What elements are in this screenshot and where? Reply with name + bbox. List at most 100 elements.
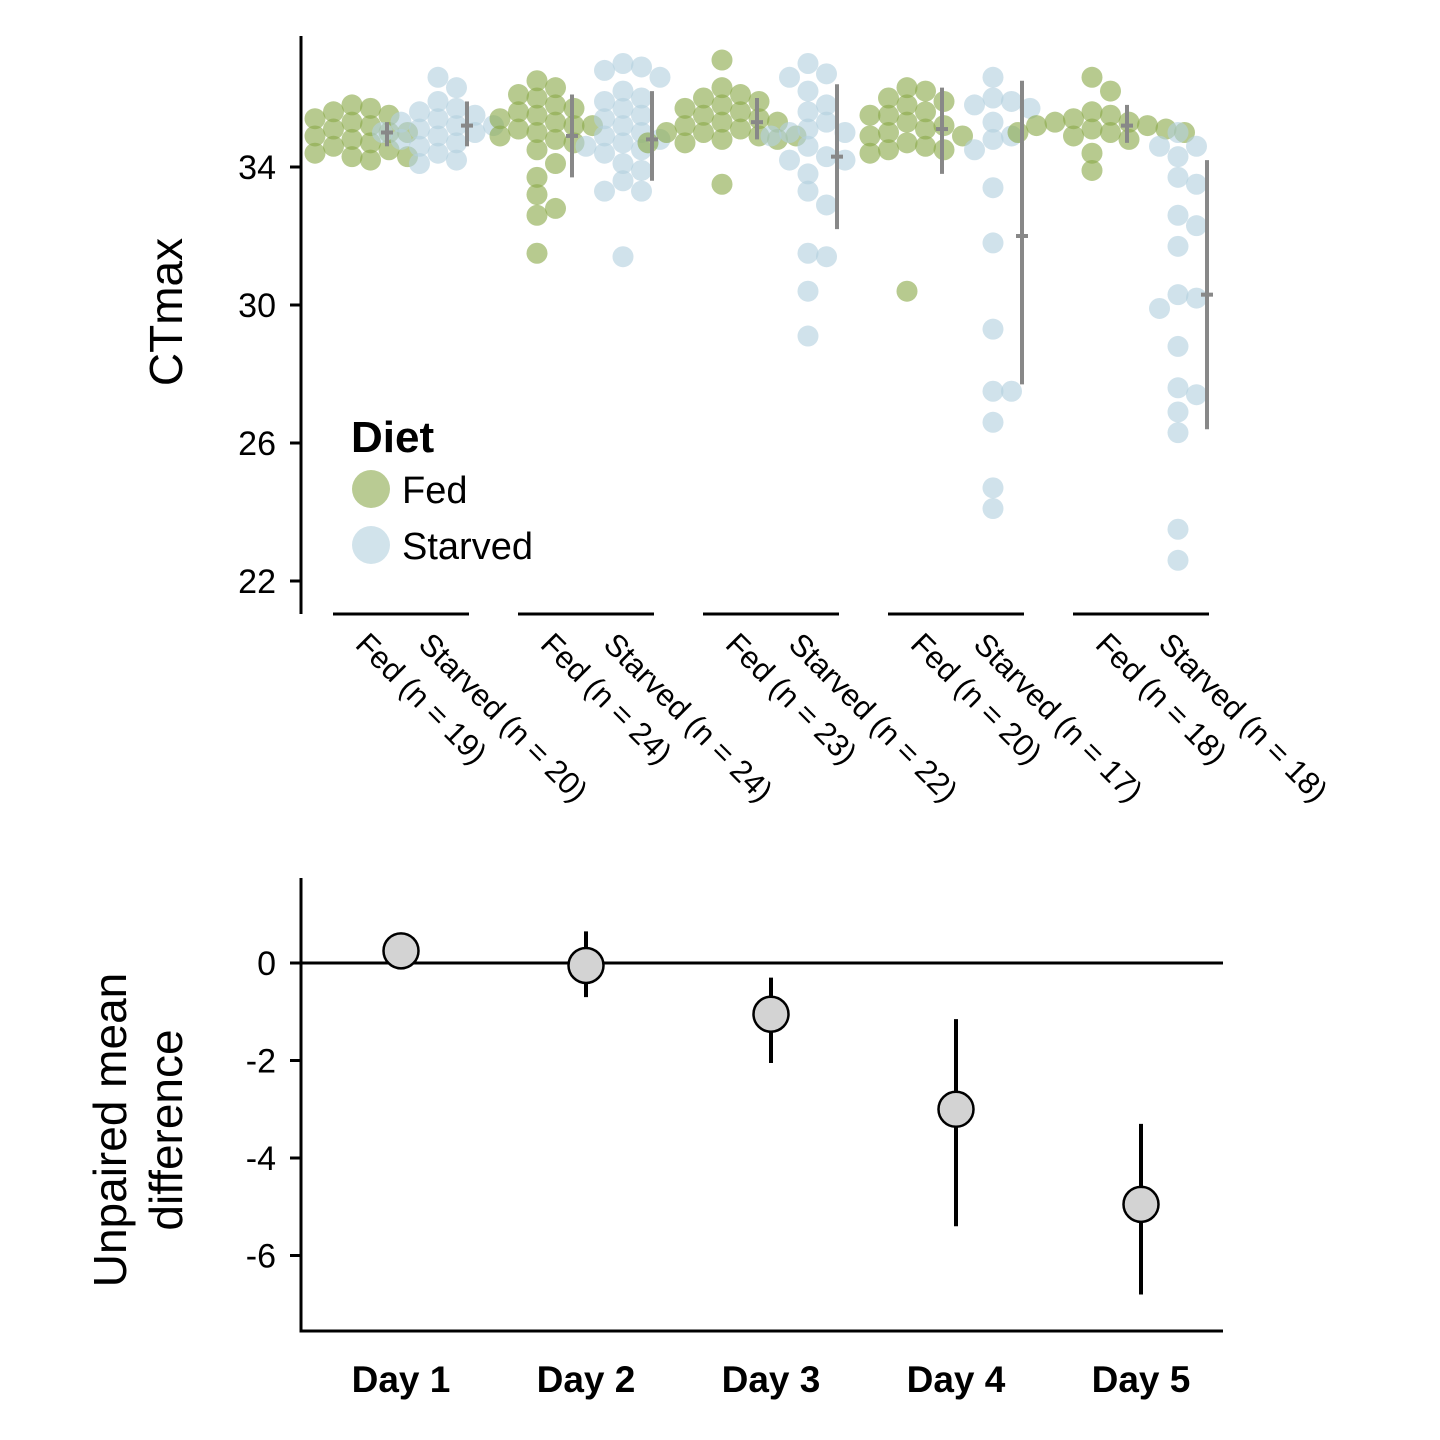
starved-point	[631, 159, 652, 181]
starved-point	[594, 125, 615, 147]
starved-point	[982, 177, 1004, 199]
fed-point	[526, 166, 548, 188]
fed-point	[360, 149, 381, 171]
fed-point	[674, 97, 696, 119]
starved-point	[612, 115, 634, 137]
starved-point	[409, 101, 430, 123]
mean-difference-point	[937, 1090, 975, 1128]
starved-point	[1186, 215, 1207, 237]
starved-point	[834, 122, 856, 143]
starved-point	[446, 115, 467, 137]
starved-point	[797, 325, 819, 347]
starved-point	[760, 125, 782, 147]
fed-point	[896, 280, 918, 302]
top-y-tick-label: 30	[238, 287, 276, 325]
starved-point	[612, 153, 634, 175]
category-labels: Fed (n = 19)Starved (n = 20)Fed (n = 24)…	[349, 626, 1335, 809]
fed-point	[693, 122, 714, 143]
starved-point	[1001, 90, 1022, 112]
starved-point	[964, 94, 985, 116]
starved-point	[446, 149, 467, 171]
top-y-axis-title: CTmax	[140, 238, 192, 386]
starved-point	[1167, 235, 1189, 257]
fed-point	[489, 108, 511, 130]
starved-point	[816, 246, 837, 268]
fed-point	[1007, 122, 1029, 143]
fed-point	[711, 111, 733, 133]
starved-point	[1167, 284, 1189, 306]
starved-point	[797, 280, 819, 302]
fed-point	[915, 80, 936, 102]
starved-point	[982, 380, 1004, 402]
starved-point	[575, 135, 597, 157]
starved-point	[631, 104, 652, 126]
fed-point	[545, 111, 566, 133]
fed-point	[952, 125, 973, 147]
fed-point	[878, 104, 899, 126]
fed-point	[526, 242, 548, 264]
starved-point	[1167, 518, 1189, 540]
bottom-y-tick-label: -2	[246, 1043, 276, 1081]
starved-point	[1167, 146, 1189, 168]
starved-point	[982, 111, 1004, 133]
fed-point	[878, 122, 899, 143]
fed-point	[1063, 125, 1084, 147]
starved-point	[612, 97, 634, 119]
starved-point	[1149, 297, 1170, 319]
fed-point	[526, 104, 548, 126]
top-y-ticks: 22 26 30 34	[238, 149, 301, 601]
bottom-y-axis-title-line2: difference	[140, 1029, 192, 1230]
bottom-y-ticks: 0 -2 -4 -6	[246, 945, 301, 1276]
starved-point	[797, 180, 819, 202]
mean-difference-marks	[382, 931, 1160, 1295]
fed-point	[508, 101, 529, 123]
starved-point	[816, 111, 837, 133]
fed-point	[878, 87, 899, 109]
fed-point	[674, 115, 696, 137]
bottom-y-axis-title-line1: Unpaired mean	[84, 973, 136, 1288]
fed-point	[1081, 118, 1103, 140]
fed-point	[896, 111, 918, 133]
fed-point	[1100, 104, 1121, 126]
starved-point	[427, 90, 449, 112]
day-label: Day 5	[1092, 1359, 1191, 1400]
starved-point	[797, 242, 819, 264]
fed-point	[545, 128, 566, 150]
legend-fed-marker	[352, 470, 390, 508]
starved-point	[594, 59, 615, 81]
legend: Diet Fed Starved	[351, 413, 533, 568]
legend-title: Diet	[351, 413, 434, 462]
starved-point	[1167, 549, 1189, 571]
fed-point	[730, 101, 751, 123]
starved-point	[1167, 204, 1189, 226]
top-y-tick-label: 26	[238, 425, 276, 463]
starved-point	[1167, 335, 1189, 357]
fed-point	[896, 132, 918, 154]
starved-point	[779, 149, 800, 171]
starved-point	[464, 104, 486, 126]
starved-point	[409, 118, 430, 140]
fed-point	[360, 97, 381, 119]
starved-point	[1167, 422, 1189, 444]
starved-point	[409, 153, 430, 175]
bottom-y-tick-label: 0	[257, 945, 276, 983]
top-y-tick-label: 34	[238, 149, 276, 187]
starved-point	[594, 180, 615, 202]
fed-point	[896, 94, 918, 116]
fed-point	[915, 118, 936, 140]
starved-point	[631, 180, 652, 202]
fed-point	[693, 104, 714, 126]
starved-point	[612, 80, 634, 102]
mean-difference-point	[1122, 1185, 1160, 1224]
fed-point	[341, 94, 363, 116]
starved-point	[964, 139, 985, 161]
top-y-tick-label: 22	[238, 563, 276, 601]
starved-point	[982, 498, 1004, 520]
starved-point	[797, 101, 819, 123]
fed-point	[304, 125, 326, 147]
fed-point	[341, 111, 363, 133]
fed-point	[508, 84, 529, 106]
day-labels: Day 1 Day 2 Day 3 Day 4 Day 5	[352, 1359, 1191, 1400]
fed-point	[1063, 108, 1084, 130]
fed-point	[1044, 111, 1066, 133]
